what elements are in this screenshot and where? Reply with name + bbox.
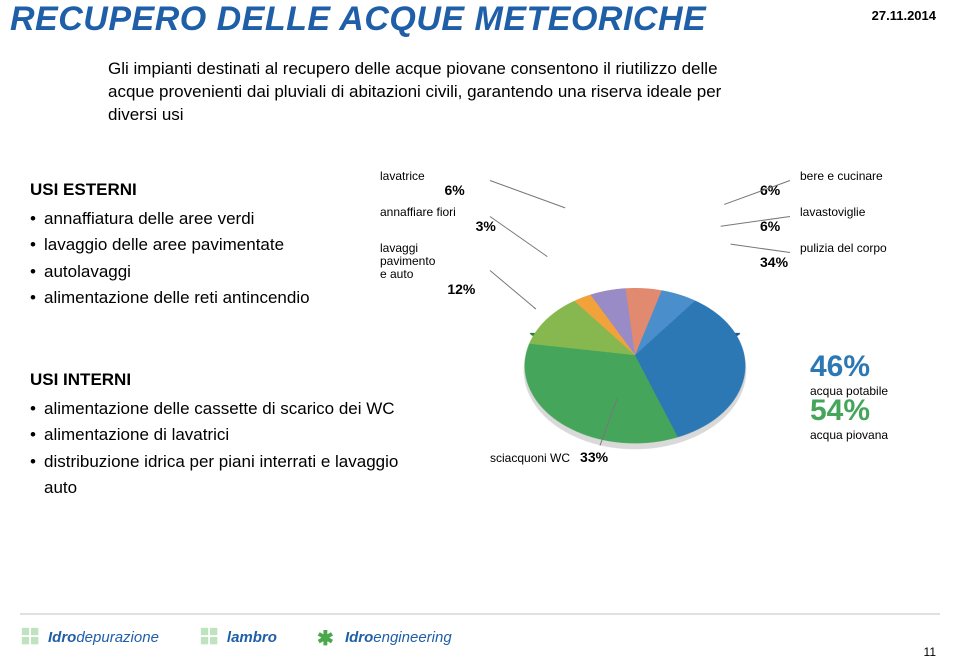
list-item: alimentazione delle cassette di scarico … <box>30 396 400 422</box>
ext-list: annaffiatura delle aree verdi lavaggio d… <box>30 206 400 311</box>
page-number: 11 <box>924 645 936 659</box>
list-item: distribuzione idrica per piani interrati… <box>30 449 400 502</box>
pie-callout: sciacquoni WC 33% <box>490 450 608 465</box>
logo-icon <box>199 626 221 648</box>
pie-callout: lavatrice6% <box>380 170 425 199</box>
leader-line <box>490 216 548 257</box>
list-item: lavaggio delle aree pavimentate <box>30 232 400 258</box>
leader-line <box>731 244 791 253</box>
list-item: autolavaggi <box>30 259 400 285</box>
list-item: alimentazione delle reti antincendio <box>30 285 400 311</box>
logo-lambro: lambro <box>199 626 277 648</box>
logo-text: Idroengineering <box>345 629 452 646</box>
pie-callout: lavaggipavimentoe auto12% <box>380 242 435 297</box>
summary-percentage: 54%acqua piovana <box>810 394 888 442</box>
logo-idrodepurazione: Idrodepurazione <box>20 626 159 648</box>
pie-callout: lavastoviglie6% <box>800 206 865 235</box>
int-list: alimentazione delle cassette di scarico … <box>30 396 400 501</box>
logo-text: Idrodepurazione <box>48 629 159 646</box>
leader-line <box>490 270 537 309</box>
footer: Idrodepurazione lambro ✱ Idroengineering <box>20 613 940 653</box>
ext-heading: USI ESTERNI <box>30 180 400 200</box>
logo-icon: ✱ <box>317 626 339 648</box>
logo-idroengineering: ✱ Idroengineering <box>317 626 452 648</box>
pie-callout: pulizia del corpo34% <box>800 242 887 271</box>
pie-chart: lavatrice6% annaffiare fiori3% lavaggipavi… <box>380 170 940 490</box>
pie-3d-wrap <box>520 288 751 386</box>
logo-icon <box>20 626 42 648</box>
section-usi-interni: USI INTERNI alimentazione delle cassette… <box>30 370 400 501</box>
int-heading: USI INTERNI <box>30 370 400 390</box>
summary-percentage: 46%acqua potabile <box>810 350 888 398</box>
header-date: 27.11.2014 <box>872 8 936 23</box>
list-item: alimentazione di lavatrici <box>30 422 400 448</box>
section-usi-esterni: USI ESTERNI annaffiatura delle aree verd… <box>30 180 400 311</box>
intro-paragraph: Gli impianti destinati al recupero delle… <box>108 58 768 127</box>
leader-line <box>490 180 566 208</box>
pie-callout: bere e cucinare6% <box>800 170 883 199</box>
list-item: annaffiatura delle aree verdi <box>30 206 400 232</box>
pie-disc <box>508 288 761 443</box>
logo-text: lambro <box>227 629 277 646</box>
pie-callout: annaffiare fiori3% <box>380 206 456 235</box>
page-title: RECUPERO DELLE ACQUE METEORICHE <box>10 0 706 39</box>
